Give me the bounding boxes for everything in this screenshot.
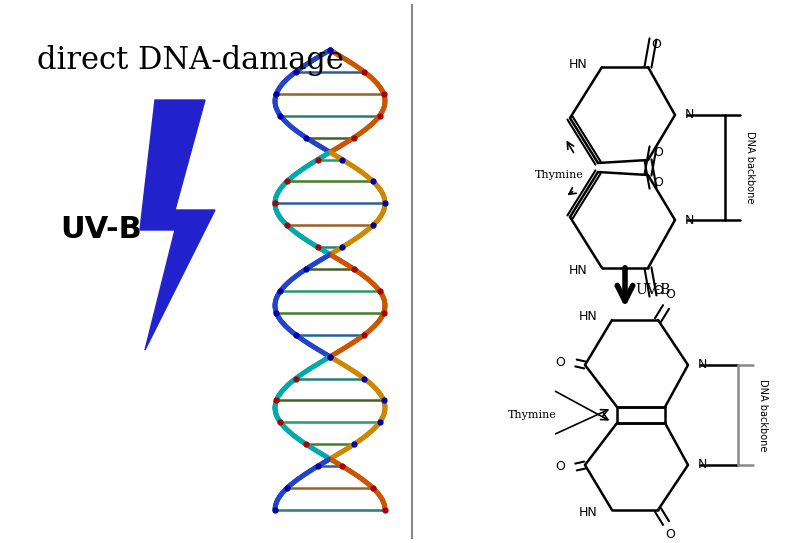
Text: UV-B: UV-B [635,283,670,297]
Text: O: O [555,357,565,369]
Text: O: O [653,283,663,296]
Text: O: O [665,528,675,541]
Text: Thymine: Thymine [535,170,584,180]
Text: O: O [555,460,565,473]
Text: O: O [665,288,675,301]
Text: HN: HN [579,507,598,520]
Text: N: N [685,213,694,226]
Text: Thymine: Thymine [508,410,557,420]
Text: N: N [698,358,707,371]
Text: O: O [653,147,663,160]
Text: DNA backbone: DNA backbone [745,131,755,204]
Text: UV-B: UV-B [60,216,142,244]
Text: direct DNA-damage: direct DNA-damage [37,45,343,76]
Text: O: O [653,175,663,188]
Text: N: N [685,109,694,122]
Text: O: O [651,39,661,52]
Text: DNA backbone: DNA backbone [758,379,768,451]
Text: HN: HN [570,264,588,277]
Polygon shape [140,100,215,350]
Text: HN: HN [579,311,598,324]
Text: HN: HN [570,58,588,71]
Text: N: N [698,458,707,471]
